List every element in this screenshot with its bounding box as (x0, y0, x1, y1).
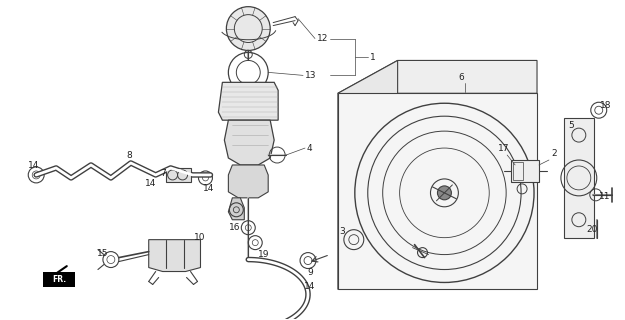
Text: 14: 14 (145, 179, 156, 188)
Polygon shape (218, 82, 278, 120)
Bar (166, 168, 191, 182)
Polygon shape (228, 198, 244, 220)
Text: 14: 14 (28, 161, 39, 170)
Text: 20: 20 (587, 225, 598, 234)
Text: 14: 14 (304, 283, 316, 292)
FancyBboxPatch shape (43, 271, 75, 287)
Bar (513, 162, 523, 180)
Circle shape (438, 186, 451, 200)
Text: 4: 4 (307, 144, 312, 153)
Text: 1: 1 (370, 53, 376, 62)
Text: 8: 8 (126, 151, 132, 160)
Text: 7: 7 (160, 169, 166, 178)
Polygon shape (224, 120, 274, 165)
Circle shape (226, 7, 270, 51)
Text: 18: 18 (600, 101, 611, 110)
Text: 11: 11 (599, 192, 610, 201)
Polygon shape (228, 165, 268, 198)
Text: 10: 10 (194, 233, 205, 242)
Text: 6: 6 (459, 73, 464, 82)
Text: 2: 2 (551, 149, 557, 158)
Polygon shape (338, 60, 537, 93)
Polygon shape (338, 60, 398, 289)
Text: 9: 9 (307, 268, 312, 276)
Text: FR.: FR. (52, 275, 66, 284)
Bar (511, 160, 539, 182)
Polygon shape (564, 118, 594, 238)
Text: 14: 14 (202, 184, 214, 193)
Polygon shape (149, 240, 201, 271)
Text: 12: 12 (317, 34, 328, 43)
Text: 19: 19 (258, 250, 270, 259)
Text: 17: 17 (498, 144, 510, 153)
Text: 13: 13 (305, 71, 316, 80)
Text: 3: 3 (339, 227, 345, 236)
Text: 16: 16 (229, 223, 241, 232)
Text: 15: 15 (98, 249, 109, 258)
Bar (338, 93, 537, 289)
Text: 5: 5 (568, 121, 574, 130)
